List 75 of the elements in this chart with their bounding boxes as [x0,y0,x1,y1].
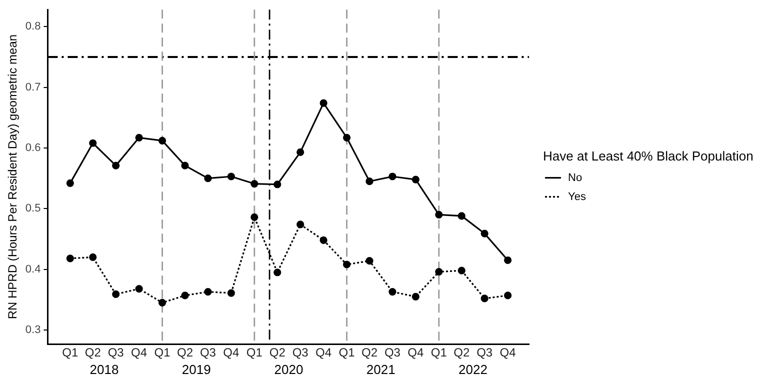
x-tick-label: Q3 [384,346,401,360]
point [158,298,166,307]
point [435,268,443,276]
x2-tick-label: 2018 [90,362,119,377]
point [66,254,74,262]
point [158,136,166,144]
point [412,292,420,300]
y-axis-title: RN HPRD (Hours Per Resident Day) geometric mean [6,34,20,320]
x-tick-label: Q3 [292,346,309,360]
x-tick-label: Q4 [408,346,424,360]
x-tick-label: Q2 [269,346,286,360]
x-tick-label: Q4 [223,346,240,360]
x-tick-label: Q2 [361,346,378,360]
point [480,230,488,238]
point [112,162,120,170]
y-tick-label: 0.4 [25,263,41,276]
point [366,257,374,265]
point [227,172,235,180]
point [274,180,282,188]
point [388,288,396,296]
x-tick-label: Q2 [454,346,470,360]
x-tick-label: Q3 [108,346,124,360]
legend-label: Yes [568,190,586,203]
point [412,176,420,184]
point [135,134,143,142]
x-tick-label: Q1 [154,346,171,360]
point [181,162,189,170]
point [458,266,466,274]
x-tick-label: Q2 [84,346,102,360]
point [181,292,189,300]
point [89,253,97,262]
point [342,134,351,142]
point [458,212,466,220]
point [204,288,212,296]
legend-title: Have at Least 40% Black Population [543,148,754,164]
x-tick-label: Q3 [476,346,493,360]
point [388,172,396,180]
point [112,290,120,298]
point [135,284,143,293]
y-tick-label: 0.8 [25,20,41,33]
point [320,236,328,244]
x-tick-label: Q4 [500,346,516,360]
x-tick-label: Q1 [62,346,78,360]
point [296,220,304,228]
x2-tick-label: 2021 [366,362,396,377]
y-tick-label: 0.7 [25,81,41,94]
point [342,260,351,268]
point [480,294,488,302]
y-tick-label: 0.3 [25,324,41,336]
x2-tick-label: 2020 [274,362,304,377]
point [66,179,74,187]
x-tick-label: Q1 [338,346,356,360]
point [204,174,212,182]
point [435,210,443,219]
point [504,292,512,300]
point [320,99,328,107]
point [274,268,282,276]
x2-tick-label: 2019 [182,362,211,377]
point [89,139,97,147]
x-tick-label: Q1 [430,346,448,360]
x-tick-label: Q1 [246,346,263,360]
point [504,256,512,264]
point [250,180,258,188]
point [366,178,374,186]
x2-tick-label: 2022 [458,362,488,377]
point [250,213,258,221]
x-tick-label: Q4 [316,346,332,360]
x-tick-label: Q2 [176,346,194,360]
x-tick-label: Q4 [131,346,148,360]
legend-label: No [568,172,582,184]
point [296,148,304,156]
y-tick-label: 0.5 [25,202,41,215]
x-tick-label: Q3 [200,346,216,360]
y-tick-label: 0.6 [25,142,41,154]
point [227,289,235,297]
